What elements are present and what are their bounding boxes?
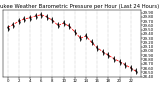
Title: Milwaukee Weather Barometric Pressure per Hour (Last 24 Hours): Milwaukee Weather Barometric Pressure pe… [0,4,159,9]
